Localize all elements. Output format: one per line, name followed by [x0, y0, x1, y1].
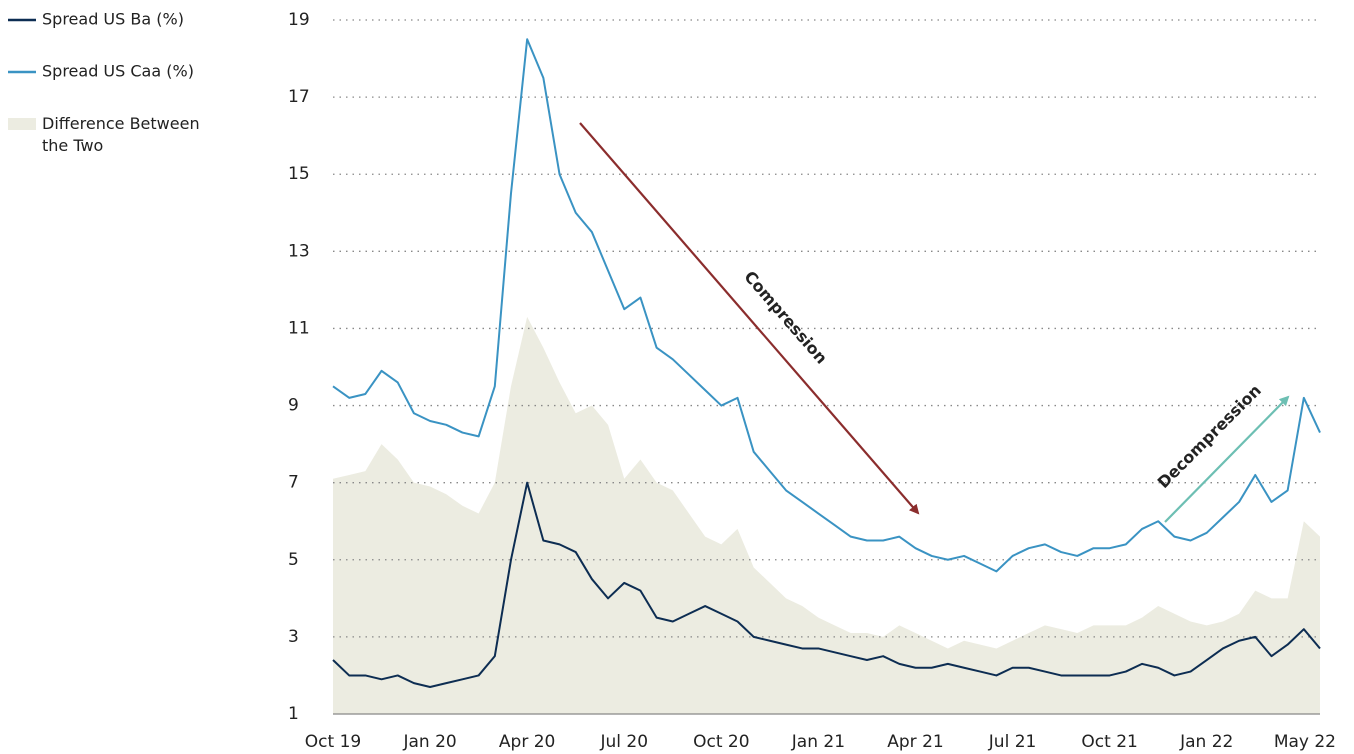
- legend-label: Difference Between the Two: [42, 114, 200, 155]
- difference-area: [333, 316, 1320, 714]
- legend: Spread US Ba (%) Spread US Caa (%) Differe…: [8, 10, 200, 155]
- y-tick-label: 9: [288, 396, 299, 416]
- annotation: Compression: [740, 267, 831, 367]
- y-tick-label: 11: [288, 318, 310, 338]
- area-layer: [333, 316, 1320, 714]
- grid-layer: [333, 19, 1320, 715]
- x-tick-label: Jul 21: [988, 732, 1037, 752]
- y-tick-label: 15: [288, 164, 310, 184]
- legend-swatch: [8, 118, 36, 130]
- x-tick-label: Oct 20: [693, 732, 749, 752]
- x-tick-label: Oct 19: [305, 732, 361, 752]
- line-layer: [332, 38, 1321, 689]
- x-tick-label: Jan 21: [791, 732, 845, 752]
- y-tick-label: 13: [288, 241, 310, 261]
- x-tick-label: May 22: [1274, 732, 1336, 752]
- legend-label-line: the Two: [42, 136, 103, 155]
- y-tick-label: 17: [288, 87, 310, 107]
- compression-arrow: [579, 122, 920, 515]
- decompression-arrow: [1164, 395, 1290, 523]
- x-tick-label: Jan 22: [1179, 732, 1233, 752]
- x-tick-label: Oct 21: [1081, 732, 1137, 752]
- y-tick-label: 1: [288, 704, 299, 724]
- series-line: [332, 38, 1321, 573]
- legend-label-line: Difference Between: [42, 114, 200, 133]
- series-line: [332, 481, 1321, 689]
- y-tick-label: 7: [288, 473, 299, 493]
- x-tick-label: Jan 20: [402, 732, 456, 752]
- y-tick-label: 5: [288, 550, 299, 570]
- legend-label: Spread US Caa (%): [42, 62, 194, 81]
- legend-label: Spread US Ba (%): [42, 10, 184, 29]
- y-tick-label: 3: [288, 627, 299, 647]
- x-tick-label: Apr 20: [499, 732, 555, 752]
- y-tick-label: 19: [288, 10, 310, 30]
- x-tick-label: Jul 20: [599, 732, 648, 752]
- x-tick-label: Apr 21: [887, 732, 943, 752]
